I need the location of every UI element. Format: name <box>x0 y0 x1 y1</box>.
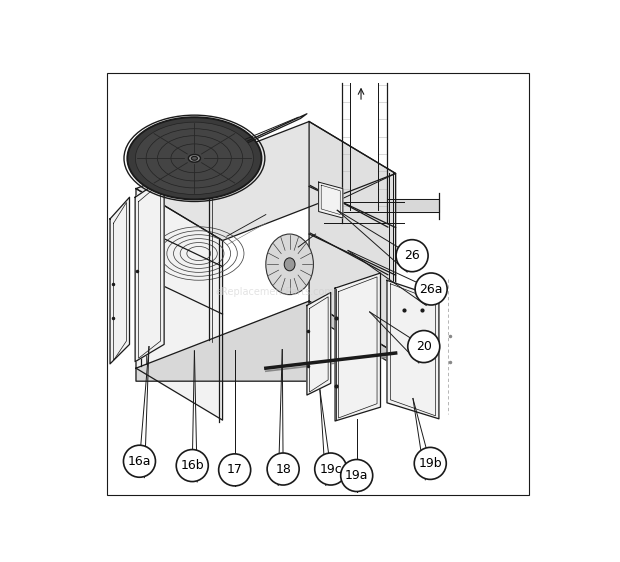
Text: 16b: 16b <box>180 459 204 472</box>
Text: 20: 20 <box>416 340 432 353</box>
Circle shape <box>267 453 299 485</box>
Ellipse shape <box>192 156 197 160</box>
Text: 26a: 26a <box>419 283 443 296</box>
Ellipse shape <box>146 129 242 188</box>
Text: 18: 18 <box>275 463 291 475</box>
Polygon shape <box>335 273 381 421</box>
Ellipse shape <box>266 234 314 294</box>
Text: 16a: 16a <box>128 455 151 468</box>
Circle shape <box>408 330 440 362</box>
Text: 17: 17 <box>227 464 242 477</box>
Circle shape <box>176 450 208 482</box>
Text: 26: 26 <box>404 249 420 262</box>
Circle shape <box>315 453 347 485</box>
Polygon shape <box>309 301 396 366</box>
Circle shape <box>396 239 428 271</box>
Polygon shape <box>136 189 223 420</box>
Ellipse shape <box>171 144 218 173</box>
Polygon shape <box>307 292 330 395</box>
Circle shape <box>340 460 373 492</box>
Text: 19a: 19a <box>345 469 368 482</box>
Polygon shape <box>319 182 343 218</box>
Polygon shape <box>136 301 309 381</box>
Circle shape <box>123 445 156 477</box>
Ellipse shape <box>157 135 231 181</box>
Circle shape <box>415 273 447 305</box>
Ellipse shape <box>135 122 254 194</box>
Polygon shape <box>387 280 439 419</box>
Text: 19c: 19c <box>319 463 342 475</box>
Polygon shape <box>136 121 396 241</box>
Polygon shape <box>135 178 164 362</box>
Circle shape <box>219 454 250 486</box>
Text: eReplacementParts.com: eReplacementParts.com <box>215 288 334 297</box>
Circle shape <box>414 447 446 479</box>
Polygon shape <box>309 121 396 353</box>
Polygon shape <box>387 200 439 212</box>
Polygon shape <box>110 197 130 364</box>
Ellipse shape <box>284 258 295 271</box>
Ellipse shape <box>188 155 200 162</box>
Ellipse shape <box>127 117 262 200</box>
Text: 19b: 19b <box>418 457 442 470</box>
